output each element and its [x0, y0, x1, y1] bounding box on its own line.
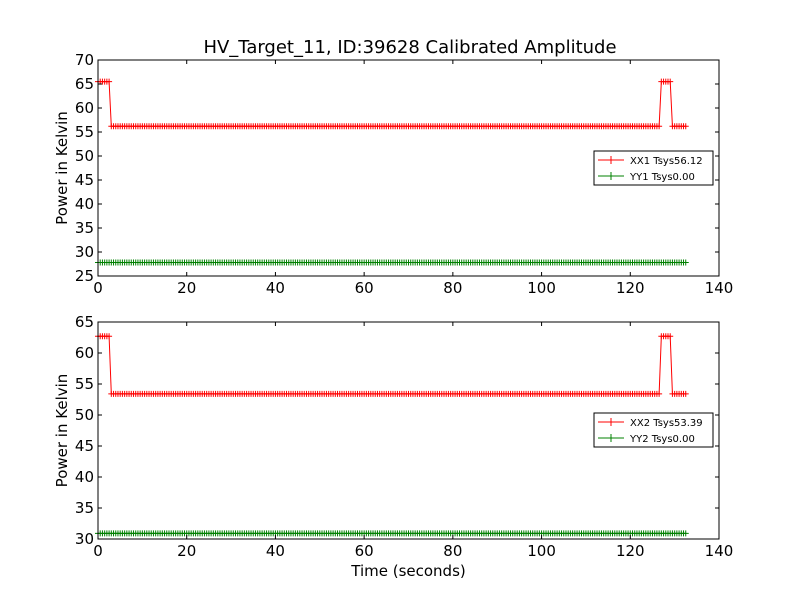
x-tick-label: 120	[616, 542, 645, 560]
x-tick-label: 80	[443, 542, 462, 560]
series-1	[95, 78, 689, 130]
x-tick-label: 140	[705, 279, 734, 297]
x-tick-label: 120	[616, 279, 645, 297]
legend-item: XX1 Tsys56.12	[598, 156, 703, 167]
axes-frame	[97, 59, 720, 277]
y-tick-label: 25	[75, 267, 94, 285]
legend-marker	[607, 172, 615, 180]
y-tick-label: 30	[75, 243, 94, 261]
data-point	[682, 123, 689, 130]
y-tick-label: 40	[75, 195, 94, 213]
legend-label: XX2 Tsys53.39	[630, 418, 703, 429]
legend-item: XX2 Tsys53.39	[598, 418, 703, 429]
y-tick-label: 35	[75, 219, 94, 237]
y-axis-label: Power in Kelvin	[53, 111, 71, 225]
legend-marker	[607, 156, 615, 164]
legend-item: YY1 Tsys0.00	[598, 172, 695, 183]
legend-label: YY2 Tsys0.00	[629, 434, 695, 445]
x-tick-label: 80	[443, 279, 462, 297]
data-point	[106, 333, 113, 340]
y-tick-label: 60	[75, 99, 94, 117]
y-axis-label: Power in Kelvin	[53, 374, 71, 488]
y-tick-label: 55	[75, 123, 94, 141]
x-tick-label: 60	[355, 279, 374, 297]
data-point	[106, 78, 113, 85]
x-tick-label: 100	[527, 542, 556, 560]
x-tick-label: 140	[705, 542, 734, 560]
data-point	[656, 390, 663, 397]
x-tick-label: 40	[266, 542, 285, 560]
legend: XX2 Tsys53.39 YY2 Tsys0.00	[593, 412, 714, 448]
series-2	[95, 259, 689, 266]
legend-label: XX1 Tsys56.12	[630, 156, 703, 167]
series-line	[98, 81, 686, 127]
data-point	[667, 333, 674, 340]
y-tick-label: 65	[75, 75, 94, 93]
legend-box	[593, 150, 714, 186]
y-tick-label: 45	[75, 171, 94, 189]
data-point	[667, 78, 674, 85]
series-1	[95, 333, 689, 397]
data-point	[682, 530, 689, 537]
y-tick-label: 30	[75, 530, 94, 548]
legend: XX1 Tsys56.12 YY1 Tsys0.00	[593, 150, 714, 186]
y-tick-label: 55	[75, 375, 94, 393]
x-axis-label: Time (seconds)	[350, 562, 466, 580]
series-2	[95, 530, 689, 537]
y-tick-label: 40	[75, 468, 94, 486]
y-tick-label: 50	[75, 147, 94, 165]
y-tick-label: 65	[75, 313, 94, 331]
top-plot-panel: 0 20 40 60 80 100 120 140 25 30 35 40 45 50 55 60 65 70 Po…	[53, 51, 733, 297]
x-tick-label: 40	[266, 279, 285, 297]
y-tick-label: 60	[75, 344, 94, 362]
x-tick-label: 0	[93, 279, 103, 297]
x-tick-label: 60	[355, 542, 374, 560]
legend-marker	[607, 418, 615, 426]
legend-label: YY1 Tsys0.00	[629, 172, 695, 183]
axes-frame	[97, 321, 720, 540]
legend-box	[593, 412, 714, 448]
x-tick-label: 0	[93, 542, 103, 560]
figure-title: HV_Target_11, ID:39628 Calibrated Amplit…	[203, 37, 616, 58]
y-tick-label: 45	[75, 437, 94, 455]
data-point	[682, 390, 689, 397]
y-tick-label: 50	[75, 406, 94, 424]
y-tick-label: 35	[75, 499, 94, 517]
bottom-plot-panel: 0 20 40 60 80 100 120 140 30 35 40 45 50 55 60 65 Power …	[53, 313, 733, 580]
legend-item: YY2 Tsys0.00	[598, 434, 695, 445]
y-tick-label: 70	[75, 51, 94, 69]
series-line	[98, 335, 686, 395]
x-tick-label: 100	[527, 279, 556, 297]
data-point	[682, 259, 689, 266]
x-tick-label: 20	[177, 279, 196, 297]
data-point	[656, 123, 663, 130]
legend-marker	[607, 434, 615, 442]
x-tick-label: 20	[177, 542, 196, 560]
